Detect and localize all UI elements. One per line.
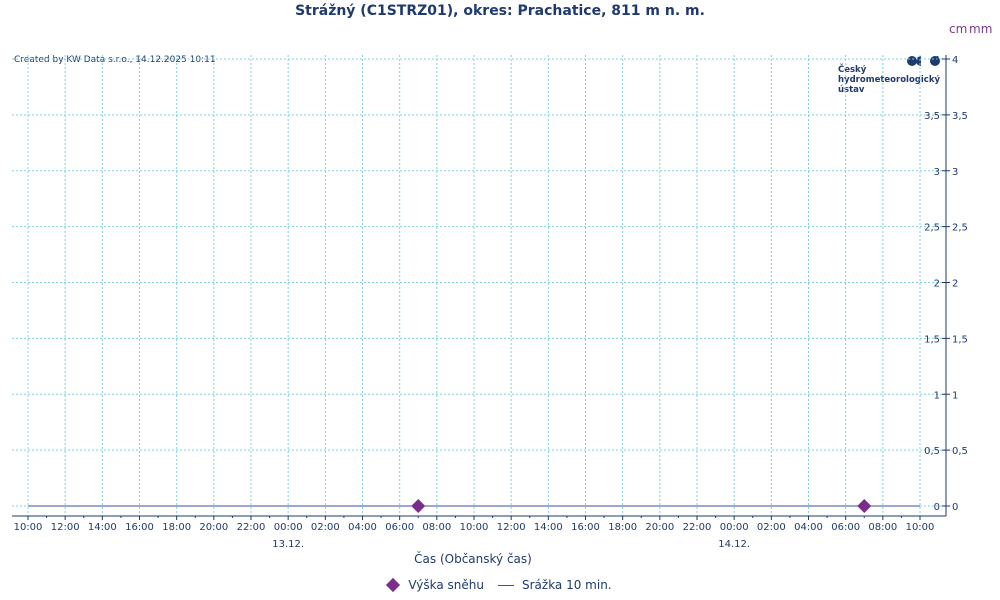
- x-tick-label: 02:00: [757, 522, 786, 533]
- legend: Výška sněhu Srážka 10 min.: [0, 577, 1000, 593]
- y-tick-label-left: 3: [934, 167, 940, 178]
- y-tick-label-right: 0: [952, 502, 958, 513]
- chart-title: Strážný (C1STRZ01), okres: Prachatice, 8…: [295, 3, 705, 19]
- y-tick-label-left: 0,5: [924, 446, 940, 457]
- x-tick-label: 00:00: [720, 522, 749, 533]
- legend-precip-label: Srážka 10 min.: [521, 578, 612, 592]
- y-tick-label-left: 3,5: [924, 111, 940, 122]
- x-tick-label: 06:00: [385, 522, 414, 533]
- y-tick-label-right: 0,5: [952, 446, 968, 457]
- y-tick-label-left: 4: [934, 55, 940, 66]
- x-tick-label: 10:00: [906, 522, 935, 533]
- unit-right-label: mm: [969, 22, 993, 36]
- x-tick-label: 22:00: [683, 522, 712, 533]
- x-tick-label: 08:00: [868, 522, 897, 533]
- x-axis-label: Čas (Občanský čas): [414, 552, 532, 566]
- x-tick-label: 16:00: [571, 522, 600, 533]
- x-tick-label: 04:00: [348, 522, 377, 533]
- credit-text: Created by KW Data s.r.o., 14.12.2025 10…: [14, 55, 216, 65]
- x-tick-label: 02:00: [311, 522, 340, 533]
- y-tick-label-right: 1,5: [952, 334, 968, 345]
- x-date-label: 14.12.: [718, 539, 750, 550]
- y-tick-label-right: 1: [952, 390, 958, 401]
- x-tick-label: 06:00: [831, 522, 860, 533]
- x-tick-label: 08:00: [422, 522, 451, 533]
- x-tick-label: 04:00: [794, 522, 823, 533]
- y-tick-label-right: 2,5: [952, 223, 968, 234]
- unit-left-label: cm: [949, 22, 968, 36]
- x-tick-label: 20:00: [199, 522, 228, 533]
- x-date-label: 13.12.: [272, 539, 304, 550]
- x-tick-label: 18:00: [162, 522, 191, 533]
- y-tick-label-left: 2: [934, 279, 940, 290]
- x-tick-label: 10:00: [14, 522, 43, 533]
- x-tick-label: 22:00: [237, 522, 266, 533]
- chmu-logo-text: Český hydrometeorologický ústav: [838, 65, 941, 95]
- y-tick-label-right: 2: [952, 279, 958, 290]
- legend-snow-marker: [386, 577, 401, 593]
- x-tick-label: 16:00: [125, 522, 154, 533]
- x-tick-label: 00:00: [274, 522, 303, 533]
- x-tick-label: 20:00: [645, 522, 674, 533]
- y-tick-label-right: 3: [952, 167, 958, 178]
- y-tick-label-left: 1: [934, 390, 940, 401]
- x-tick-label: 18:00: [608, 522, 637, 533]
- x-tick-label: 14:00: [534, 522, 563, 533]
- x-tick-label: 14:00: [88, 522, 117, 533]
- legend-precip-line: [497, 584, 514, 586]
- y-tick-label-right: 4: [952, 55, 958, 66]
- y-tick-label-left: 0: [934, 502, 940, 513]
- legend-snow-label: Výška sněhu: [408, 578, 484, 592]
- x-tick-label: 12:00: [497, 522, 526, 533]
- snow-height-marker: [411, 499, 426, 513]
- y-tick-label-left: 1,5: [924, 334, 940, 345]
- snow-height-marker: [857, 499, 872, 513]
- y-tick-label-right: 3,5: [952, 111, 968, 122]
- x-tick-label: 10:00: [460, 522, 489, 533]
- x-tick-label: 12:00: [51, 522, 80, 533]
- y-tick-label-left: 2,5: [924, 223, 940, 234]
